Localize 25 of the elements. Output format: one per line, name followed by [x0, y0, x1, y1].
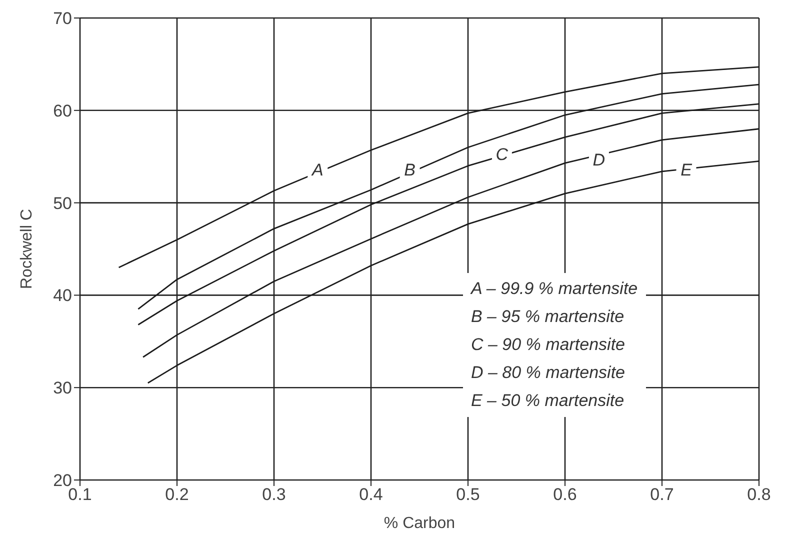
x-axis-title: % Carbon	[384, 515, 456, 532]
annotation: C – 90 % martensite	[471, 334, 626, 356]
y-tick-label: 50	[53, 194, 72, 213]
x-tick-label: 0.1	[68, 485, 92, 504]
x-tick-label: 0.4	[359, 485, 383, 504]
annotation: D	[592, 150, 606, 170]
x-tick-label: 0.7	[650, 485, 674, 504]
y-axis-title: Rockwell C	[18, 208, 36, 290]
annotation: D – 80 % martensite	[471, 362, 626, 384]
annotation: E – 50 % martensite	[471, 390, 626, 412]
annotation: B – 95 % martensite	[471, 306, 626, 328]
x-tick-label: 0.5	[456, 485, 480, 504]
y-tick-label: 60	[53, 101, 72, 120]
x-tick-label: 0.8	[747, 485, 771, 504]
y-tick-label: 40	[53, 286, 72, 306]
annotation: B	[404, 160, 416, 180]
x-tick-label: 0.2	[165, 485, 189, 504]
annotation: E	[680, 160, 693, 180]
x-tick-label: 0.6	[553, 485, 577, 504]
y-tick-label: 70	[53, 9, 72, 28]
y-tick-label: 30	[53, 378, 72, 398]
annotation: A	[310, 160, 324, 180]
annotation: C	[496, 144, 509, 164]
annotation: A – 99.9 % martensite	[471, 278, 638, 300]
x-tick-label: 0.3	[262, 485, 286, 504]
